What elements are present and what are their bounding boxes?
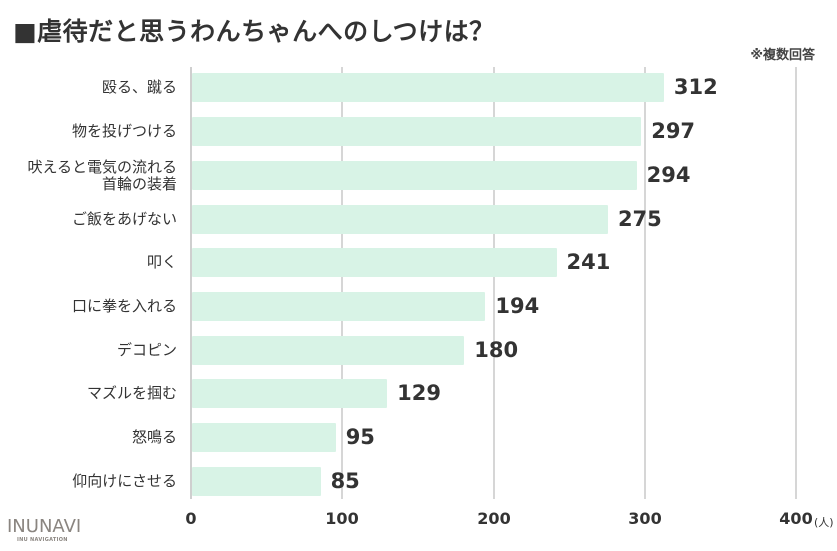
bar-row: ご飯をあげない 275 — [0, 205, 837, 234]
category-label-line: 物を投げつける — [71, 122, 177, 140]
bar — [192, 73, 664, 102]
bar — [192, 248, 557, 277]
category-label-line: ご飯をあげない — [71, 210, 177, 228]
bar — [192, 161, 637, 190]
category-label: デコピン — [117, 336, 177, 365]
logo-subtext: INU NAVIGATION — [17, 537, 68, 543]
category-label: 物を投げつける — [72, 117, 177, 146]
category-label-line: 吠えると電気の流れる — [27, 157, 177, 176]
x-tick-300: 300 — [628, 509, 662, 528]
gridline-200 — [493, 67, 495, 499]
bar-row: 叩く 241 — [0, 248, 837, 277]
x-tick-100: 100 — [325, 509, 359, 528]
category-label: 吠えると電気の流れる 首輪の装着 — [27, 158, 177, 193]
inunavi-logo: INUNAVI INU NAVIGATION — [7, 518, 81, 544]
bar — [192, 336, 465, 365]
bar — [192, 205, 608, 234]
gridline-300 — [644, 67, 646, 499]
x-tick-400: 400 — [779, 509, 813, 528]
category-label: 仰向けにさせる — [72, 467, 177, 496]
value-label: 312 — [673, 75, 718, 99]
value-label: 294 — [646, 163, 691, 187]
x-tick-200: 200 — [477, 509, 511, 528]
value-label: 194 — [495, 294, 540, 318]
bar-row: 仰向けにさせる 85 — [0, 467, 837, 496]
category-label-line: 怒鳴る — [131, 428, 177, 446]
category-label-line: 首輪の装着 — [101, 174, 177, 193]
bar — [192, 423, 336, 452]
logo-text: INUNAVI — [7, 516, 82, 537]
x-tick-0: 0 — [185, 509, 197, 528]
gridline-100 — [341, 67, 343, 499]
category-label: 殴る、蹴る — [102, 73, 177, 102]
x-axis-unit: (人) — [814, 516, 834, 529]
category-label: 叩く — [147, 248, 177, 277]
bar-row: 口に拳を入れる 194 — [0, 292, 837, 321]
category-label: 口に拳を入れる — [72, 292, 177, 321]
value-label: 297 — [651, 119, 696, 143]
value-label: 95 — [345, 425, 375, 449]
category-label-line: デコピン — [116, 341, 177, 359]
value-label: 180 — [474, 338, 519, 362]
bar-row: 吠えると電気の流れる 首輪の装着 294 — [0, 158, 837, 193]
bar-row: 物を投げつける 297 — [0, 117, 837, 146]
value-label: 275 — [617, 207, 662, 231]
chart-title: ■虐待だと思うわんちゃんへのしつけは？ — [13, 17, 495, 46]
gridline-0 — [190, 67, 192, 499]
multiple-answer-note: ※複数回答 — [750, 48, 815, 63]
value-label: 241 — [566, 250, 611, 274]
category-label: 怒鳴る — [132, 423, 177, 452]
bar-row: マズルを掴む 129 — [0, 379, 837, 408]
category-label: マズルを掴む — [87, 379, 177, 408]
bar — [192, 467, 321, 496]
category-label: ご飯をあげない — [72, 205, 177, 234]
value-label: 85 — [330, 469, 360, 493]
bar-row: 怒鳴る 95 — [0, 423, 837, 452]
category-label-line: 殴る、蹴る — [101, 78, 177, 96]
value-label: 129 — [397, 381, 441, 405]
bar-row: 殴る、蹴る 312 — [0, 73, 837, 102]
bar — [192, 117, 642, 146]
bar-row: デコピン 180 — [0, 336, 837, 365]
bar — [192, 292, 486, 321]
gridline-400 — [795, 67, 797, 499]
category-label-line: 仰向けにさせる — [72, 472, 177, 490]
bar — [192, 379, 388, 408]
category-label-line: マズルを掴む — [86, 384, 177, 402]
category-label-line: 叩く — [146, 253, 177, 271]
category-label-line: 口に拳を入れる — [71, 297, 177, 315]
